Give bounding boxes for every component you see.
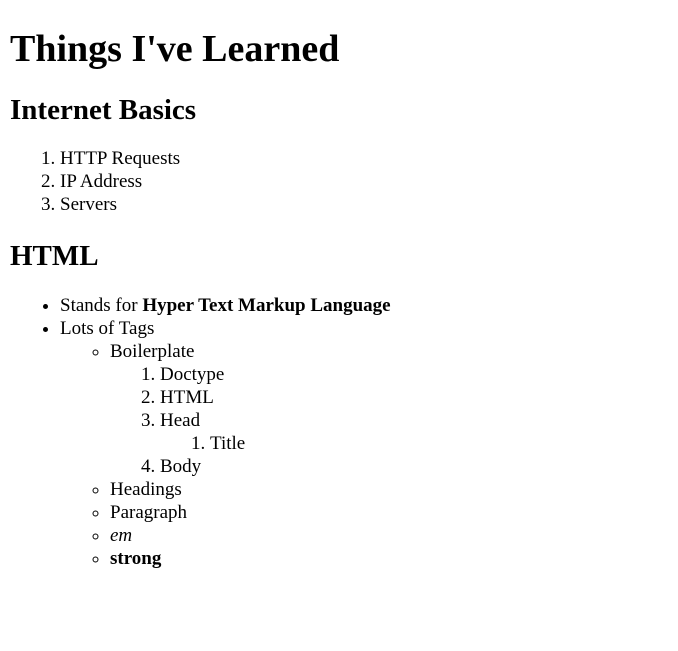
list-item: IP Address [60,170,668,193]
list-item-em: em [110,524,668,547]
boilerplate-list: Doctype HTML Head Title Body [110,363,668,478]
boilerplate-label: Boilerplate [110,341,195,362]
list-item-head: Head Title [160,409,668,455]
list-item: Servers [60,193,668,216]
list-item: HTTP Requests [60,147,668,170]
section-heading-html: HTML [10,240,99,272]
tags-label: Lots of Tags [60,318,155,339]
list-item-boilerplate: Boilerplate Doctype HTML Head Title Body [110,340,668,478]
document-page: Things I've Learned Internet Basics HTTP… [0,0,678,570]
list-item-tags: Lots of Tags Boilerplate Doctype HTML He… [60,317,668,570]
list-item-stands-for: Stands for Hyper Text Markup Language [60,294,668,317]
internet-basics-list: HTTP Requests IP Address Servers [10,147,668,216]
list-item: HTML [160,386,668,409]
list-item-strong: strong [110,547,668,570]
list-item: Body [160,455,668,478]
list-item: Headings [110,478,668,501]
section-heading-internet-basics: Internet Basics [10,94,197,126]
list-item: Paragraph [110,501,668,524]
stands-for-text: Stands for [60,295,143,316]
html-list: Stands for Hyper Text Markup Language Lo… [10,294,668,570]
tags-list: Boilerplate Doctype HTML Head Title Body [60,340,668,570]
stands-for-bold: Hyper Text Markup Language [142,295,391,316]
head-label: Head [160,410,201,431]
head-children-list: Title [160,432,668,455]
page-title: Things I've Learned [10,28,340,70]
list-item: Doctype [160,363,668,386]
list-item: Title [210,432,668,455]
